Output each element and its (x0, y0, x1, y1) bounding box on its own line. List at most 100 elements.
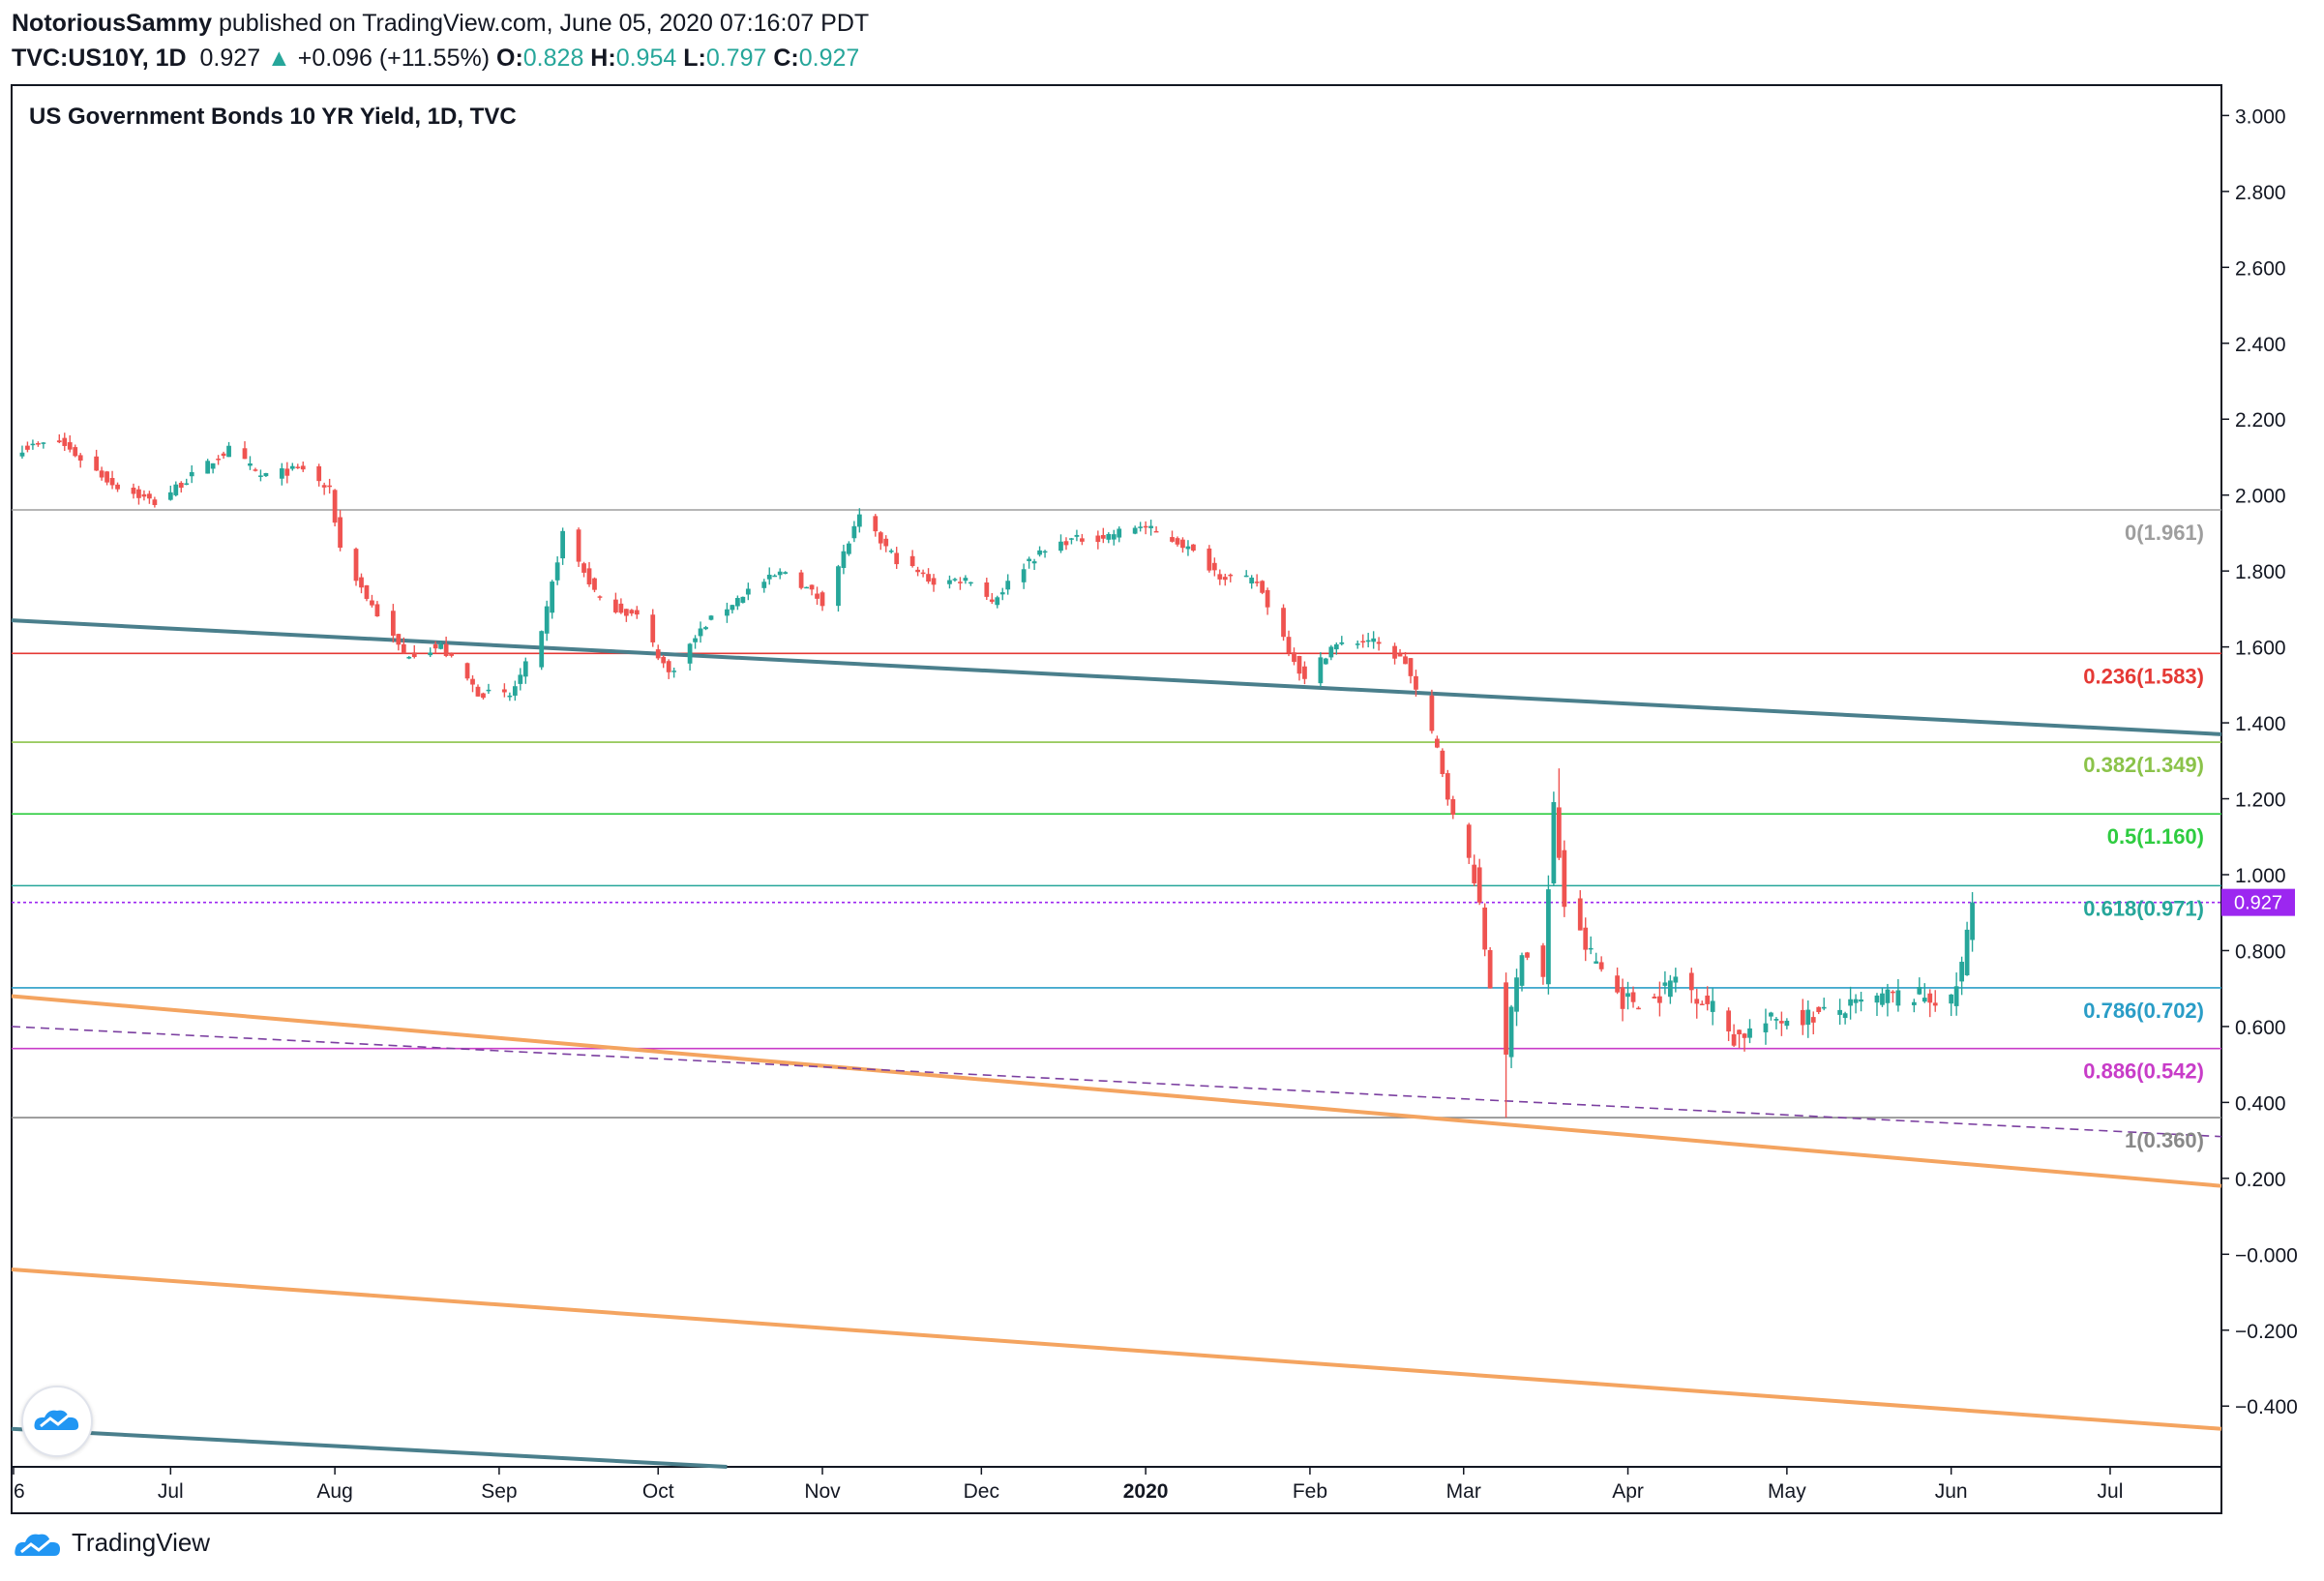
candle-body (30, 443, 36, 446)
candle-body (666, 661, 671, 672)
candle-body (1769, 1012, 1773, 1017)
x-tick-label: Feb (1293, 1480, 1327, 1503)
candle-body (210, 462, 216, 469)
candle-body (173, 484, 179, 495)
chart-header: NotoriousSammy published on TradingView.… (12, 6, 869, 75)
candle-body (1652, 997, 1657, 999)
candle-body (1636, 1007, 1641, 1010)
candle-body (443, 643, 449, 656)
candle-body (1434, 738, 1440, 748)
candle-body (1630, 992, 1636, 1002)
trendlines[interactable] (11, 618, 2222, 1469)
candle-body (189, 471, 194, 477)
candle-body (1117, 528, 1122, 538)
candle-body (1922, 998, 1927, 1002)
candle-body (242, 448, 248, 460)
candle-body (41, 442, 46, 444)
candle-body (623, 609, 629, 616)
candle-body (67, 442, 73, 450)
candle-body (205, 461, 211, 474)
candle-body (1805, 1009, 1811, 1026)
candle-body (167, 492, 173, 500)
y-tick-label: 1.600 (2235, 638, 2286, 660)
candle-body (300, 465, 306, 470)
candle-body (522, 661, 528, 677)
candle-body (1482, 907, 1488, 950)
candle-body (56, 440, 62, 443)
candle-body (554, 562, 560, 581)
candle-body (1598, 962, 1604, 969)
fib-label-7: 1(0.360) (2125, 1128, 2204, 1152)
candle-body (613, 599, 618, 612)
candle-body (141, 493, 147, 497)
x-tick-label: Jul (2098, 1480, 2124, 1503)
candle-body (1228, 574, 1234, 577)
ohlc-line: TVC:US10Y, 1D 0.927 ▲ +0.096 (+11.55%) O… (12, 41, 869, 75)
candle-body (1265, 589, 1270, 608)
candle-body (915, 569, 920, 573)
candle-body (1031, 561, 1037, 564)
candle-body (1810, 1017, 1816, 1023)
candle-body (226, 445, 231, 458)
candle-body (740, 596, 746, 603)
tradingview-badge[interactable] (21, 1386, 93, 1457)
price-axis[interactable]: 3.000 2.800 2.600 2.400 2.200 2.000 1.800 1.600… (2221, 105, 2298, 1418)
author-name[interactable]: NotoriousSammy (12, 10, 212, 37)
candle-body (735, 598, 740, 607)
candle-body (406, 656, 412, 659)
candle-body (1959, 962, 1964, 982)
candle-body (1895, 990, 1901, 1006)
candle-body (576, 529, 581, 562)
close-label: C: (773, 45, 799, 72)
y-tick-label: 3.000 (2235, 105, 2286, 128)
time-axis[interactable]: 6 Jul Aug Sep Oct Nov Dec 2020 Feb Mar Apr May Jun Ju… (13, 1467, 2124, 1503)
footer-brand[interactable]: TradingView (72, 1527, 211, 1557)
candle-body (931, 578, 937, 585)
candle-body (136, 489, 141, 498)
candle-body (1111, 534, 1117, 540)
tradingview-logo-icon[interactable] (14, 1527, 64, 1558)
candle-body (449, 653, 454, 656)
y-tick-label: −0.400 (2235, 1396, 2298, 1418)
candle-body (851, 525, 857, 539)
x-tick-label: Oct (642, 1480, 674, 1503)
y-tick-label: 2.400 (2235, 334, 2286, 356)
candle-body (1429, 695, 1435, 731)
x-tick-label: May (1768, 1480, 1806, 1503)
candle-body (581, 563, 586, 573)
candle-body (94, 456, 100, 471)
candle-body (1577, 898, 1583, 931)
candle-body (464, 663, 470, 679)
candle-body (512, 686, 518, 696)
candle-body (401, 643, 406, 654)
low-label: L: (683, 45, 706, 72)
candle-body (1699, 1003, 1705, 1005)
candle-body (586, 568, 592, 584)
candle-body (1403, 656, 1408, 665)
high-label: H: (590, 45, 616, 72)
candle-body (1779, 1021, 1784, 1024)
candle-body (432, 644, 438, 649)
candle-body (295, 466, 301, 468)
candle-body (1360, 641, 1366, 643)
candle-body (1953, 986, 1959, 1006)
candle-body (539, 631, 545, 668)
y-tick-label: −0.000 (2235, 1244, 2298, 1267)
candle-body (984, 582, 990, 597)
candle-body (374, 604, 380, 617)
candle-body (1927, 993, 1933, 1003)
candle-body (1620, 987, 1625, 1009)
candle-body (1667, 980, 1673, 998)
candle-body (62, 437, 68, 446)
candle-body (1365, 640, 1371, 642)
candle-body (184, 483, 190, 485)
candle-body (1191, 544, 1196, 552)
candle-body (920, 572, 926, 575)
candle-body (883, 538, 889, 547)
candle-body (856, 514, 862, 527)
candle-body (1371, 638, 1377, 642)
open-label: O: (496, 45, 523, 72)
candle-body (1355, 643, 1360, 645)
candle-body (1726, 1010, 1731, 1031)
